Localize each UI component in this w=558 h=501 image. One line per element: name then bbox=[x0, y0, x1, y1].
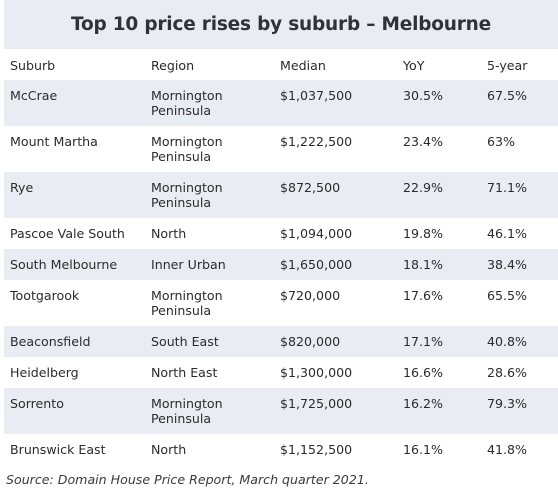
suburb-cell: McCrae bbox=[10, 88, 58, 103]
table-row: Pascoe Vale South North $1,094,000 19.8%… bbox=[4, 218, 558, 249]
table-row: Sorrento Mornington Peninsula $1,725,000… bbox=[4, 388, 558, 434]
suburb-cell: Mount Martha bbox=[10, 134, 98, 149]
price-rises-table: Suburb Region Median YoY 5-year McCrae M… bbox=[4, 49, 558, 465]
median-cell: $820,000 bbox=[280, 334, 341, 349]
suburb-cell: Beaconsfield bbox=[10, 334, 91, 349]
table-row: McCrae Mornington Peninsula $1,037,500 3… bbox=[4, 80, 558, 126]
five-year-cell: 41.8% bbox=[487, 442, 528, 457]
suburb-cell: Rye bbox=[10, 180, 34, 195]
source-note: Source: Domain House Price Report, March… bbox=[6, 472, 369, 487]
column-header-region: Region bbox=[151, 57, 195, 73]
table-row: Beaconsfield South East $820,000 17.1% 4… bbox=[4, 326, 558, 357]
yoy-cell: 17.6% bbox=[403, 288, 444, 303]
table-row: Tootgarook Mornington Peninsula $720,000… bbox=[4, 280, 558, 326]
table-title: Top 10 price rises by suburb – Melbourne bbox=[71, 14, 491, 35]
suburb-cell: Heidelberg bbox=[10, 365, 79, 380]
median-cell: $1,094,000 bbox=[280, 226, 353, 241]
region-cell: North bbox=[151, 442, 187, 457]
five-year-cell: 40.8% bbox=[487, 334, 528, 349]
five-year-cell: 38.4% bbox=[487, 257, 528, 272]
yoy-cell: 17.1% bbox=[403, 334, 444, 349]
median-cell: $1,222,500 bbox=[280, 134, 353, 149]
region-cell: Inner Urban bbox=[151, 257, 226, 272]
table-header-row: Suburb Region Median YoY 5-year bbox=[4, 49, 558, 80]
yoy-cell: 22.9% bbox=[403, 180, 444, 195]
yoy-cell: 30.5% bbox=[403, 88, 444, 103]
yoy-cell: 18.1% bbox=[403, 257, 444, 272]
yoy-cell: 16.1% bbox=[403, 442, 444, 457]
suburb-cell: Sorrento bbox=[10, 396, 64, 411]
region-cell: Mornington Peninsula bbox=[151, 180, 223, 210]
yoy-cell: 23.4% bbox=[403, 134, 444, 149]
five-year-cell: 67.5% bbox=[487, 88, 528, 103]
median-cell: $872,500 bbox=[280, 180, 341, 195]
five-year-cell: 79.3% bbox=[487, 396, 528, 411]
five-year-cell: 63% bbox=[487, 134, 515, 149]
five-year-cell: 65.5% bbox=[487, 288, 528, 303]
region-cell: South East bbox=[151, 334, 219, 349]
suburb-cell: Tootgarook bbox=[10, 288, 80, 303]
median-cell: $1,037,500 bbox=[280, 88, 353, 103]
region-cell: Mornington Peninsula bbox=[151, 288, 223, 318]
yoy-cell: 19.8% bbox=[403, 226, 444, 241]
median-cell: $1,152,500 bbox=[280, 442, 353, 457]
column-header-yoy: YoY bbox=[403, 57, 425, 73]
yoy-cell: 16.6% bbox=[403, 365, 444, 380]
suburb-cell: Pascoe Vale South bbox=[10, 226, 125, 241]
column-header-median: Median bbox=[280, 57, 326, 73]
title-bar: Top 10 price rises by suburb – Melbourne bbox=[4, 0, 558, 49]
column-header-suburb: Suburb bbox=[10, 57, 56, 73]
table-row: Heidelberg North East $1,300,000 16.6% 2… bbox=[4, 357, 558, 388]
median-cell: $720,000 bbox=[280, 288, 341, 303]
region-cell: North East bbox=[151, 365, 218, 380]
suburb-cell: South Melbourne bbox=[10, 257, 118, 272]
table-row: Rye Mornington Peninsula $872,500 22.9% … bbox=[4, 172, 558, 218]
table-row: Brunswick East North $1,152,500 16.1% 41… bbox=[4, 434, 558, 465]
median-cell: $1,650,000 bbox=[280, 257, 353, 272]
region-cell: Mornington Peninsula bbox=[151, 88, 223, 118]
yoy-cell: 16.2% bbox=[403, 396, 444, 411]
suburb-cell: Brunswick East bbox=[10, 442, 106, 457]
median-cell: $1,300,000 bbox=[280, 365, 353, 380]
region-cell: Mornington Peninsula bbox=[151, 396, 223, 426]
five-year-cell: 71.1% bbox=[487, 180, 528, 195]
table-row: South Melbourne Inner Urban $1,650,000 1… bbox=[4, 249, 558, 280]
region-cell: North bbox=[151, 226, 187, 241]
five-year-cell: 46.1% bbox=[487, 226, 528, 241]
column-header-five-year: 5-year bbox=[487, 57, 528, 73]
five-year-cell: 28.6% bbox=[487, 365, 528, 380]
region-cell: Mornington Peninsula bbox=[151, 134, 223, 164]
table-row: Mount Martha Mornington Peninsula $1,222… bbox=[4, 126, 558, 172]
median-cell: $1,725,000 bbox=[280, 396, 353, 411]
